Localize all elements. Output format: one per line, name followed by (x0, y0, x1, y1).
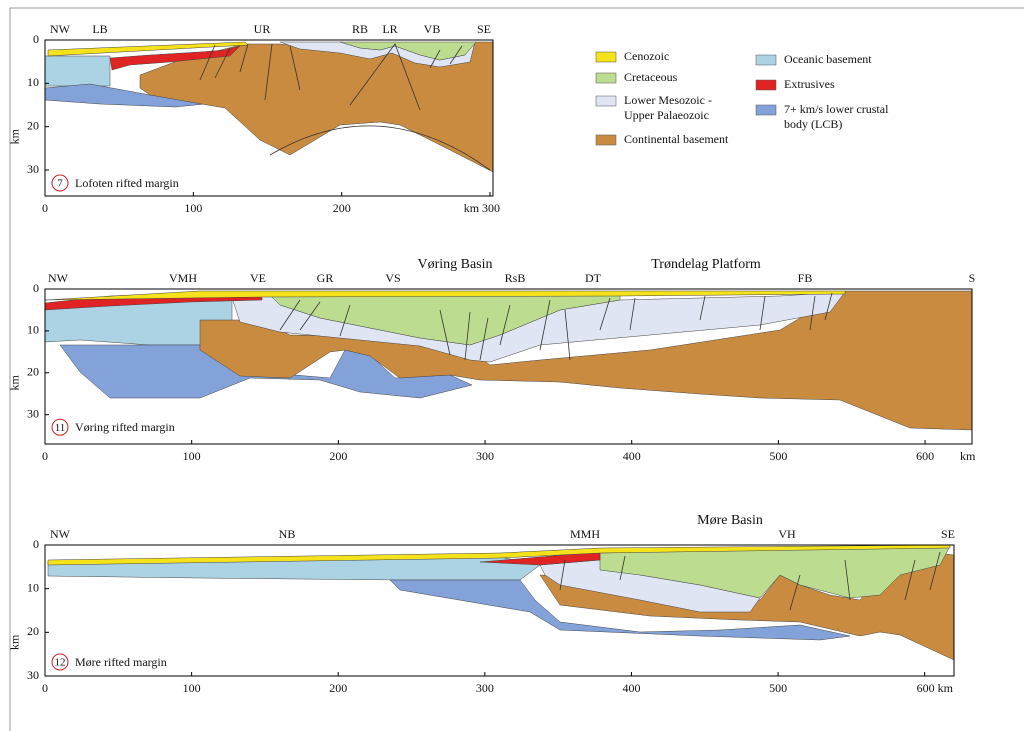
location-label: NW (50, 527, 71, 541)
figure: 0100200km 3000102030kmNWLBURRBLRVBSE7Lof… (0, 0, 1024, 731)
section-title: Vøring Basin (417, 257, 492, 272)
legend-label: Oceanic basement (784, 52, 872, 66)
x-tick-label: 200 (333, 201, 351, 215)
cross-section-more (48, 545, 954, 660)
legend-swatch (756, 80, 776, 90)
legend-label: Upper Palaeozoic (624, 108, 709, 122)
y-tick-label: 20 (27, 624, 39, 638)
location-label: RB (352, 22, 368, 36)
panel-number: 12 (55, 657, 66, 669)
location-label: NB (279, 527, 296, 541)
panel-number: 7 (57, 178, 63, 190)
x-tick-label: 100 (183, 449, 201, 463)
location-label: LR (382, 22, 397, 36)
location-label: RsB (505, 271, 526, 285)
legend-swatch (596, 73, 616, 83)
location-label: VMH (169, 271, 197, 285)
legend-swatch (756, 105, 776, 115)
legend-label: Continental basement (624, 132, 729, 146)
legend-swatch (596, 96, 616, 106)
location-label: VH (778, 527, 796, 541)
x-tick-label: 600 (916, 449, 934, 463)
y-tick-label: 0 (33, 537, 39, 551)
x-tick-label: 100 (184, 201, 202, 215)
location-label: SE (477, 22, 491, 36)
x-unit: km (960, 449, 976, 463)
x-tick-label: 400 (623, 449, 641, 463)
x-tick-label: 0 (42, 681, 48, 695)
x-tick-label: 200 (329, 449, 347, 463)
legend-label: Cenozoic (624, 49, 669, 63)
location-label: S (969, 271, 976, 285)
location-label: SE (941, 527, 955, 541)
y-tick-label: 10 (27, 323, 39, 337)
panel-name: Vøring rifted margin (75, 420, 175, 434)
x-tick-label: 100 (183, 681, 201, 695)
panel-name: Lofoten rifted margin (75, 176, 179, 190)
panel-name: Møre rifted margin (75, 655, 167, 669)
y-axis-label: km (8, 128, 22, 144)
legend-swatch (756, 55, 776, 65)
panel-number: 11 (55, 422, 66, 434)
legend-label: Extrusives (784, 77, 835, 91)
cross-section-voring (45, 291, 972, 430)
y-tick-label: 30 (27, 668, 39, 682)
location-label: NW (50, 22, 71, 36)
x-tick-label: 300 (476, 449, 494, 463)
location-label: UR (254, 22, 271, 36)
cross-section-lofoten (45, 42, 493, 172)
y-tick-label: 30 (27, 162, 39, 176)
location-label: VB (424, 22, 441, 36)
location-label: GR (317, 271, 334, 285)
legend-label: 7+ km/s lower crustal (784, 102, 889, 116)
section-title: Møre Basin (697, 513, 763, 528)
x-tick-label: 0 (42, 449, 48, 463)
y-tick-label: 10 (27, 75, 39, 89)
legend-label: body (LCB) (784, 117, 842, 131)
location-label: VS (385, 271, 400, 285)
y-tick-label: 20 (27, 118, 39, 132)
y-tick-label: 30 (27, 406, 39, 420)
location-label: NW (48, 271, 69, 285)
legend-label: Cretaceous (624, 70, 678, 84)
location-label: DT (585, 271, 602, 285)
y-tick-label: 10 (27, 580, 39, 594)
y-axis-label: km (8, 374, 22, 390)
y-tick-label: 0 (33, 32, 39, 46)
location-label: MMH (570, 527, 600, 541)
y-axis-label: km (8, 634, 22, 650)
location-label: FB (798, 271, 813, 285)
page: 0100200km 3000102030kmNWLBURRBLRVBSE7Lof… (0, 0, 1024, 731)
x-tick-label: 200 (329, 681, 347, 695)
y-tick-label: 0 (33, 281, 39, 295)
x-tick-label: 400 (622, 681, 640, 695)
x-tick-label: 500 (769, 681, 787, 695)
x-tick-label: 0 (42, 201, 48, 215)
x-tick-label: 600 km (917, 681, 954, 695)
legend-swatch (596, 52, 616, 62)
location-label: VE (250, 271, 266, 285)
legend-label: Lower Mesozoic - (624, 93, 712, 107)
legend-swatch (596, 135, 616, 145)
section-title: Trøndelag Platform (651, 257, 761, 272)
y-tick-label: 20 (27, 365, 39, 379)
x-tick-label: 300 (476, 681, 494, 695)
x-tick-label: 500 (769, 449, 787, 463)
x-tick-label: km 300 (464, 201, 500, 215)
location-label: LB (92, 22, 107, 36)
